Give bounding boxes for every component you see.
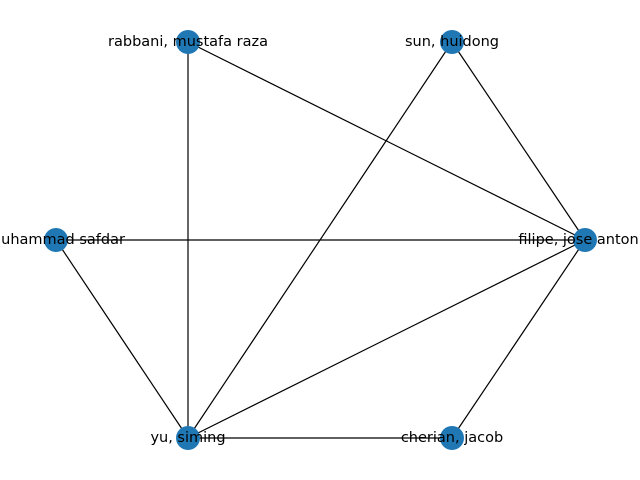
- edge-sun-filipe: [451, 41, 586, 241]
- node-label-sun: sun, huidong: [405, 34, 499, 50]
- node-muhammad: [44, 228, 68, 252]
- node-rabbani: [176, 30, 200, 54]
- node-label-cherian: cherian, jacob: [401, 430, 503, 446]
- node-label-muhammad: muhammad safdar: [0, 232, 125, 248]
- node-label-yu: yu, siming: [150, 430, 225, 446]
- node-filipe: [573, 228, 597, 252]
- edge-filipe-cherian: [451, 239, 586, 439]
- edge-filipe-yu: [187, 239, 586, 439]
- node-cherian: [440, 426, 464, 450]
- node-yu: [176, 426, 200, 450]
- edge-muhammad-yu: [55, 239, 189, 439]
- labels-layer: rabbani, mustafa raza sun, huidong muhamma…: [0, 34, 640, 446]
- node-label-filipe: filipe, jose antonio: [518, 232, 640, 248]
- nodes-layer: [44, 30, 597, 450]
- node-label-rabbani: rabbani, mustafa raza: [108, 34, 268, 50]
- node-sun: [440, 30, 464, 54]
- edges-layer: [55, 41, 586, 439]
